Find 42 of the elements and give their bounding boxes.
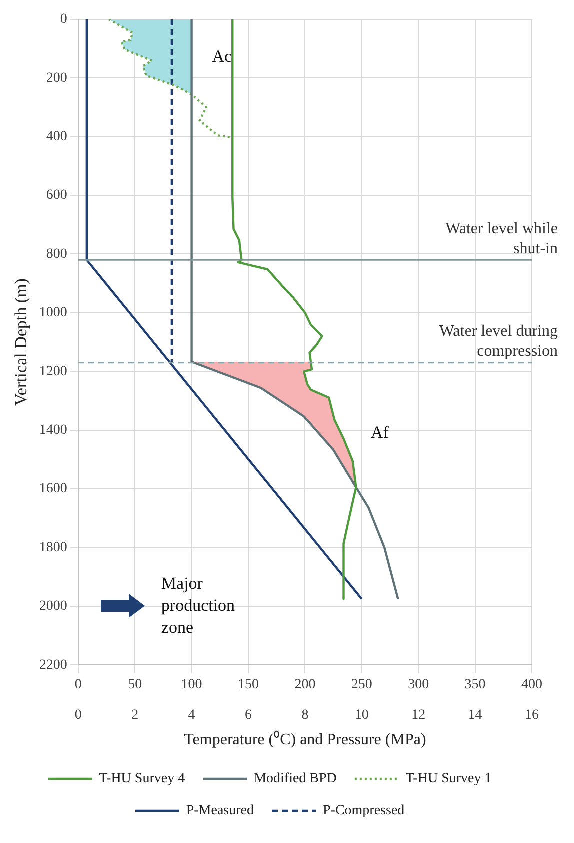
y-tick-label: 0 [60, 12, 68, 28]
ref-line-label: Water level during compression [439, 323, 558, 360]
y-tick-label: 800 [46, 246, 68, 262]
x2-tick-label: 12 [412, 708, 426, 724]
x-tick-label: 350 [464, 677, 486, 692]
x-axis-title: Temperature (⁰C) and Pressure (MPa) [184, 730, 426, 749]
y-tick-label: 1200 [39, 364, 68, 380]
y-axis-title: Vertical Depth (m) [12, 278, 31, 406]
x-tick-label: 400 [522, 677, 542, 692]
x2-tick-label: 16 [525, 708, 539, 724]
x2-tick-label: 10 [354, 708, 369, 724]
y-tick-label: 1600 [39, 482, 68, 497]
x-tick-label: 100 [181, 677, 202, 692]
legend-label: P-Compressed [322, 804, 405, 819]
legend-label: P-Measured [186, 804, 254, 819]
annotation: Af [370, 422, 390, 442]
y-tick-label: 400 [46, 129, 68, 144]
x2-tick-label: 0 [74, 708, 82, 724]
legend-label: T-HU Survey 1 [406, 772, 492, 787]
x-tick-label: 250 [351, 677, 372, 692]
x2-tick-label: 8 [302, 708, 309, 724]
y-tick-label: 2000 [39, 599, 68, 614]
y-tick-label: 200 [46, 70, 68, 86]
x-tick-label: 50 [128, 677, 142, 692]
x2-tick-label: 14 [468, 708, 482, 724]
y-tick-label: 1400 [39, 423, 68, 438]
y-tick-label: 2200 [39, 658, 68, 673]
annotation: Ac [212, 46, 232, 66]
y-tick-label: 1000 [39, 306, 68, 321]
x-tick-label: 0 [74, 677, 82, 692]
y-tick-label: 600 [46, 188, 68, 204]
x2-tick-label: 4 [188, 708, 196, 724]
legend-label: Modified BPD [254, 772, 337, 787]
x-tick-label: 150 [238, 677, 259, 692]
x2-tick-label: 6 [245, 708, 252, 724]
x2-tick-label: 2 [132, 708, 139, 724]
annotation: Major production zone [161, 574, 236, 637]
x-tick-label: 300 [408, 677, 430, 692]
y-tick-label: 1800 [39, 540, 68, 556]
legend-label: T-HU Survey 4 [99, 772, 186, 787]
x-tick-label: 200 [294, 677, 316, 692]
ref-line-label: Water level while shut-in [446, 220, 558, 258]
